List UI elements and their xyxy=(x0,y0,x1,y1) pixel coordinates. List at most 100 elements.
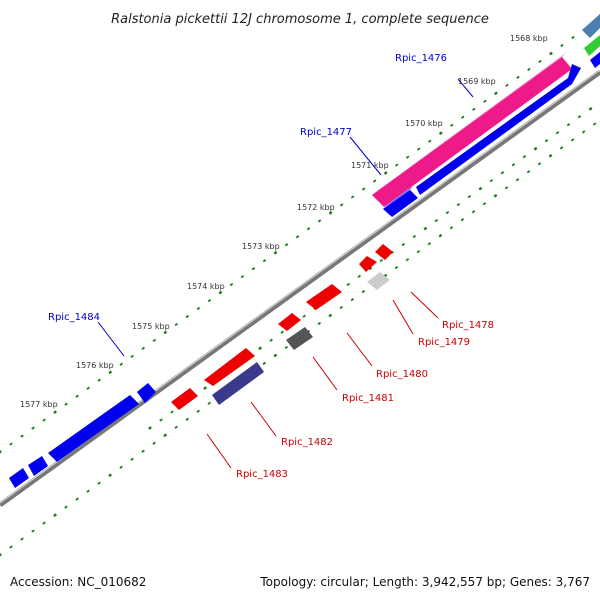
outer-tick-dot xyxy=(405,155,410,159)
gene-label-rpic-1484[interactable]: Rpic_1484 xyxy=(48,312,100,323)
inner-tick-dot xyxy=(368,266,373,271)
gene-arrow-small-blue-1[interactable] xyxy=(28,456,48,476)
outer-tick-dot xyxy=(42,418,46,422)
inner-tick-dot xyxy=(170,410,174,414)
far-tick-dot xyxy=(581,130,586,134)
outer-tick-dot xyxy=(328,211,333,215)
feature-bar-pink-top xyxy=(372,53,566,195)
outer-tick-dot xyxy=(185,314,190,319)
far-tick-dot xyxy=(515,178,520,182)
far-tick-dot xyxy=(548,154,553,158)
inner-tick-dot xyxy=(401,242,406,247)
gene-arrow-long-blue[interactable] xyxy=(48,395,139,462)
gene-block-light[interactable] xyxy=(367,272,390,290)
far-tick-dot xyxy=(9,545,13,549)
genome-summary-text: Topology: circular; Length: 3,942,557 bp… xyxy=(259,575,590,589)
gene-label-rpic-1483[interactable]: Rpic_1483 xyxy=(236,469,288,480)
outer-tick-dot xyxy=(505,83,509,87)
inner-tick-dot xyxy=(456,202,461,207)
tick-label-1572: 1572 kbp xyxy=(297,203,335,212)
gene-label-rpic-1476[interactable]: Rpic_1476 xyxy=(395,53,447,64)
far-tick-dot xyxy=(42,521,46,525)
far-tick-dot xyxy=(119,465,123,469)
far-tick-dot xyxy=(526,170,531,174)
gene-block-rpic-1481[interactable] xyxy=(286,327,313,350)
inner-tick-dot xyxy=(544,139,549,143)
tick-label-1571: 1571 kbp xyxy=(351,161,389,170)
inner-tick-dot xyxy=(511,163,516,167)
outer-tick-dot xyxy=(218,290,223,295)
outer-tick-dot xyxy=(0,450,2,454)
far-tick-dot xyxy=(174,425,178,429)
far-tick-dot xyxy=(86,489,90,493)
inner-tick-dot xyxy=(555,131,560,135)
outer-tick-dot xyxy=(295,235,300,239)
outer-tick-dot xyxy=(493,91,498,96)
gene-arrow-rpic-1482[interactable] xyxy=(204,348,255,386)
outer-tick-dot xyxy=(383,171,388,175)
inner-tick-dot xyxy=(500,171,505,175)
callout-line-rpic-1482 xyxy=(250,401,277,437)
chromosome-backbone xyxy=(0,69,600,508)
gene-label-rpic-1482[interactable]: Rpic_1482 xyxy=(281,437,333,448)
gene-block-blue-edge[interactable] xyxy=(590,52,600,68)
far-tick-dot xyxy=(471,210,476,214)
outer-tick-dot xyxy=(108,370,113,375)
outer-tick-dot xyxy=(450,123,454,127)
inner-tick-dot xyxy=(159,418,163,422)
outer-tick-dot xyxy=(472,107,476,111)
outer-tick-dot xyxy=(284,243,289,247)
gene-arrow-rpic-1477-top xyxy=(383,186,413,209)
outer-tick-dot xyxy=(20,434,24,438)
callout-line-rpic-1478 xyxy=(410,291,439,319)
gene-arrow-rpic-1484[interactable] xyxy=(137,383,156,403)
inner-tick-dot xyxy=(412,234,417,239)
outer-tick-dot xyxy=(306,227,311,231)
gene-label-rpic-1479[interactable]: Rpic_1479 xyxy=(418,337,470,348)
map-title: Ralstonia pickettii 12J chromosome 1, co… xyxy=(111,12,489,27)
far-tick-dot xyxy=(284,345,289,350)
far-tick-dot xyxy=(20,537,24,541)
inner-tick-dot xyxy=(258,346,263,351)
gene-label-rpic-1480[interactable]: Rpic_1480 xyxy=(376,369,428,380)
far-tick-dot xyxy=(416,250,421,254)
gene-label-rpic-1481[interactable]: Rpic_1481 xyxy=(342,393,394,404)
outer-tick-dot xyxy=(372,179,377,183)
gene-arrow-small-blue-2[interactable] xyxy=(9,468,29,488)
gene-arrow-rpic-1483[interactable] xyxy=(171,388,198,410)
far-tick-dot xyxy=(460,218,465,222)
inner-tick-dot xyxy=(522,155,527,159)
gene-arrow-rpic-1480[interactable] xyxy=(306,284,342,310)
far-tick-dot xyxy=(75,497,79,501)
gene-label-rpic-1478[interactable]: Rpic_1478 xyxy=(442,320,494,331)
far-tick-dot xyxy=(185,417,189,421)
far-tick-dot xyxy=(262,361,267,366)
gene-block-rpic-1482-navy[interactable] xyxy=(212,362,264,405)
gene-arrow-rpic-1477[interactable] xyxy=(383,190,418,217)
gene-arrow-rpic-1478[interactable] xyxy=(375,244,393,260)
callout-line-rpic-1476 xyxy=(457,78,474,98)
outer-tick-dot xyxy=(516,75,520,80)
feature-bar-pink[interactable] xyxy=(372,57,572,207)
outer-tick-dot xyxy=(527,67,531,72)
inner-tick-dot xyxy=(533,146,538,151)
gene-arrow-rpic-1476[interactable] xyxy=(416,64,581,195)
gene-block-teal[interactable] xyxy=(582,14,600,38)
far-tick-dot xyxy=(361,289,366,294)
gene-arrow-rpic-1481-red[interactable] xyxy=(278,313,301,331)
outer-tick-dot xyxy=(196,306,201,311)
tick-label-1569: 1569 kbp xyxy=(458,77,496,86)
outer-tick-dot xyxy=(317,219,322,223)
far-tick-dot xyxy=(504,186,509,190)
outer-tick-dot xyxy=(483,99,487,103)
gene-label-rpic-1477[interactable]: Rpic_1477 xyxy=(300,127,352,138)
tick-label-1576: 1576 kbp xyxy=(76,361,114,370)
outer-tick-dot xyxy=(119,362,123,366)
outer-tick-dot xyxy=(163,330,168,335)
outer-tick-dot xyxy=(97,378,101,382)
outer-tick-dot xyxy=(64,402,68,406)
inner-tick-dot xyxy=(357,274,362,279)
gene-arrow-rpic-1479[interactable] xyxy=(359,256,377,272)
gene-block-green[interactable] xyxy=(584,35,600,56)
